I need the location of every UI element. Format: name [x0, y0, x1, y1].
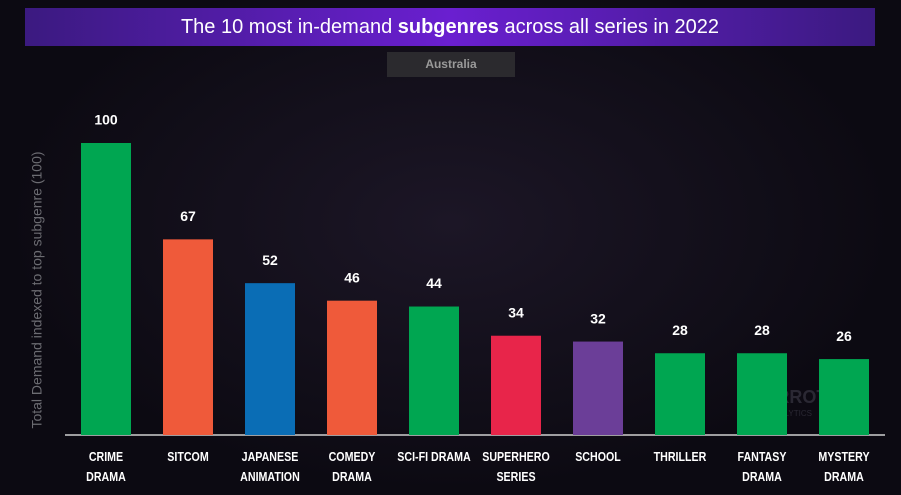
bar — [819, 359, 869, 435]
bar — [81, 143, 131, 435]
watermark: ANALYTICS — [768, 409, 812, 418]
title-bar — [25, 8, 875, 46]
bar — [245, 283, 295, 435]
bar — [573, 341, 623, 435]
value-label: 100 — [94, 112, 118, 128]
x-tick-label: JAPANESE ANIMATION — [240, 449, 300, 484]
x-tick-label: THRILLER — [653, 449, 707, 464]
value-label: 52 — [262, 252, 278, 268]
value-label: 32 — [590, 310, 606, 326]
x-tick-label: MYSTERY DRAMA — [818, 449, 870, 484]
x-tick-label: SITCOM — [167, 449, 209, 464]
value-label: 28 — [754, 322, 770, 338]
bar — [327, 300, 377, 435]
bar — [409, 306, 459, 435]
bar — [655, 353, 705, 435]
title-part: The 10 most in-demand — [181, 16, 398, 38]
y-axis-label: Total Demand indexed to top subgenre (10… — [29, 151, 45, 428]
x-tick-label: SCHOOL — [575, 449, 621, 464]
bar — [163, 239, 213, 435]
subtitle: Australia — [425, 57, 477, 71]
x-tick-label: COMEDY DRAMA — [328, 449, 376, 484]
value-label: 44 — [426, 275, 442, 291]
value-label: 46 — [344, 269, 360, 285]
bar — [491, 335, 541, 435]
x-tick-label: CRIME DRAMA — [86, 449, 126, 484]
x-tick-label: SCI-FI DRAMA — [397, 449, 471, 464]
x-tick-label: SUPERHERO SERIES — [482, 449, 550, 484]
value-label: 28 — [672, 322, 688, 338]
chart-title: The 10 most in-demand subgenres across a… — [181, 16, 719, 38]
value-label: 67 — [180, 208, 196, 224]
title-part: subgenres — [398, 16, 499, 38]
value-label: 26 — [836, 328, 852, 344]
subtitle-box — [387, 52, 515, 77]
x-tick-label: FANTASY DRAMA — [737, 449, 787, 484]
title-part: across all series in 2022 — [499, 16, 719, 38]
value-label: 34 — [508, 304, 524, 320]
bar — [737, 353, 787, 435]
